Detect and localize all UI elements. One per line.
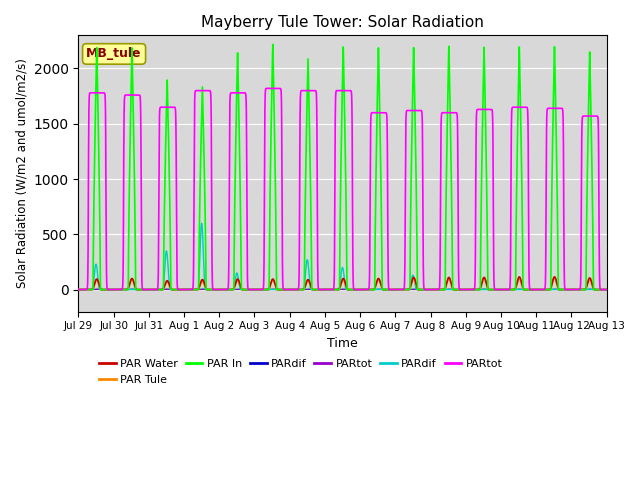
Title: Mayberry Tule Tower: Solar Radiation: Mayberry Tule Tower: Solar Radiation: [201, 15, 484, 30]
Text: MB_tule: MB_tule: [86, 48, 142, 60]
Y-axis label: Solar Radiation (W/m2 and umol/m2/s): Solar Radiation (W/m2 and umol/m2/s): [15, 59, 28, 288]
X-axis label: Time: Time: [327, 337, 358, 350]
Legend: PAR Water, PAR Tule, PAR In, PARdif, PARtot, PARdif, PARtot: PAR Water, PAR Tule, PAR In, PARdif, PAR…: [95, 355, 507, 389]
